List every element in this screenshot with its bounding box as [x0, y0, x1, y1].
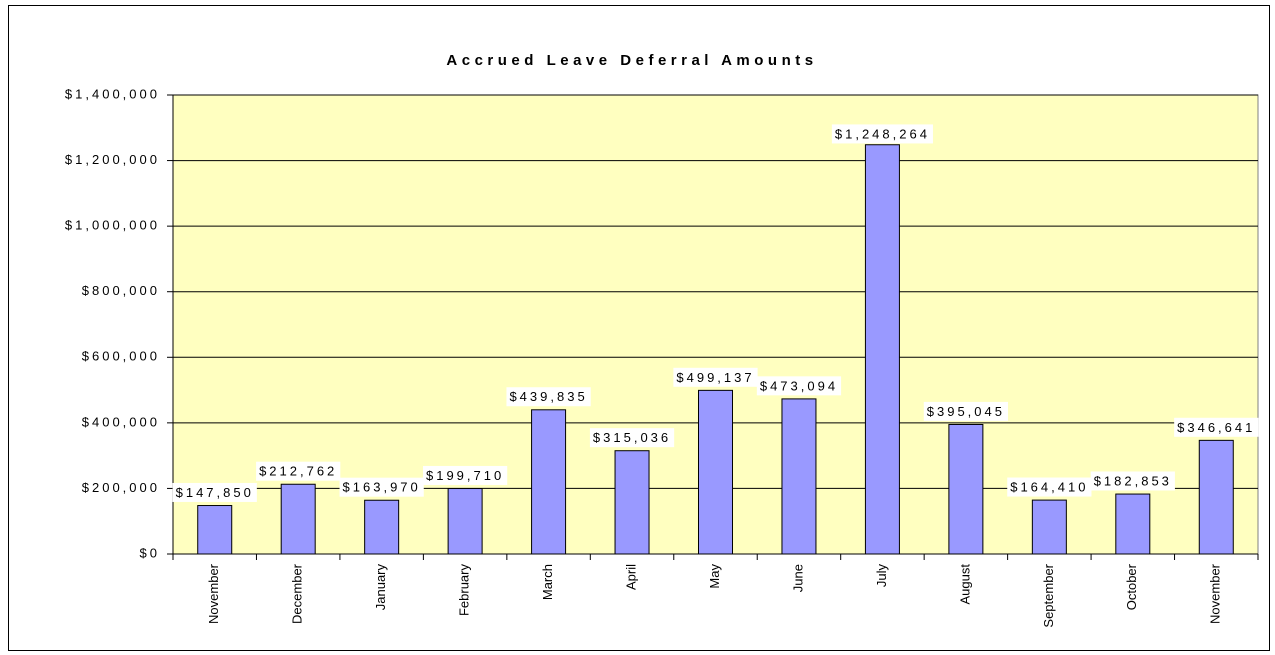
value-label-box	[422, 465, 508, 485]
value-label: $164,410	[1010, 480, 1088, 495]
y-tick-label: $1,400,000	[65, 86, 160, 101]
value-label-box	[1007, 477, 1092, 497]
value-label: $346,641	[1177, 420, 1255, 435]
x-tick-label: February	[457, 564, 472, 617]
bar	[364, 499, 400, 555]
x-tick-label: July	[874, 564, 889, 588]
x-tick-label: June	[790, 564, 805, 592]
x-tick-label: January	[373, 564, 388, 611]
bar	[781, 398, 817, 555]
value-label-box	[831, 124, 933, 144]
value-label: $439,835	[509, 389, 587, 404]
bar	[1115, 493, 1151, 555]
value-label-box	[506, 387, 591, 407]
value-label-box	[673, 367, 758, 387]
value-label: $182,853	[1094, 473, 1172, 488]
value-label: $212,762	[259, 464, 337, 479]
value-label-box	[256, 461, 341, 481]
x-tick-label: September	[1041, 563, 1056, 627]
y-tick-label: $1,200,000	[65, 152, 160, 167]
x-tick-label: April	[623, 564, 638, 590]
x-tick-label: October	[1124, 563, 1139, 610]
value-label-box	[923, 401, 1009, 421]
value-label: $163,970	[343, 480, 421, 495]
value-label-box	[172, 482, 257, 502]
bar	[948, 423, 984, 555]
x-tick-label: November	[206, 563, 221, 624]
value-label-box	[1174, 417, 1259, 437]
value-label: $473,094	[760, 378, 838, 393]
x-tick-label: March	[540, 564, 555, 600]
x-tick-label: May	[707, 564, 722, 589]
x-tick-label: December	[290, 563, 305, 624]
x-tick-label: November	[1208, 563, 1223, 624]
value-label: $315,036	[593, 430, 671, 445]
chart-title: Accrued Leave Deferral Amounts	[446, 52, 817, 69]
bar	[1198, 439, 1234, 555]
value-label-box	[1090, 471, 1175, 491]
bar	[197, 505, 233, 555]
bar	[1031, 499, 1067, 555]
y-tick-label: $600,000	[82, 349, 160, 364]
value-label-box	[756, 376, 842, 396]
bar	[698, 389, 733, 555]
value-label-box	[339, 477, 424, 497]
bar	[864, 144, 900, 555]
y-tick-label: $0	[140, 545, 160, 560]
bar	[531, 409, 567, 555]
value-label: $147,850	[176, 485, 254, 500]
value-label: $395,045	[927, 404, 1005, 419]
bar	[447, 488, 483, 555]
value-label-box	[589, 428, 675, 448]
y-tick-label: $400,000	[82, 414, 160, 429]
y-tick-label: $200,000	[82, 480, 160, 495]
value-label: $499,137	[676, 370, 754, 385]
y-tick-label: $1,000,000	[65, 218, 160, 233]
value-label: $1,248,264	[835, 126, 930, 141]
bar	[614, 450, 650, 555]
y-tick-label: $800,000	[82, 283, 160, 298]
value-label: $199,710	[426, 468, 504, 483]
bar	[280, 483, 316, 555]
x-tick-label: August	[957, 564, 972, 605]
